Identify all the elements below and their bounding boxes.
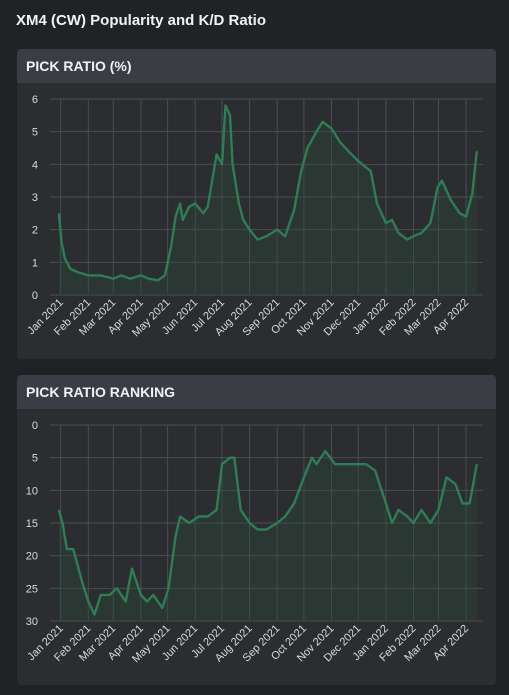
y-tick-label: 15 (26, 518, 38, 530)
y-tick-label: 2 (32, 225, 38, 237)
panel-title: PICK RATIO (%) (17, 49, 496, 83)
series-line (57, 449, 478, 616)
y-tick-label: 3 (32, 192, 38, 204)
y-tick-label: 4 (32, 159, 38, 171)
pick-ratio-ranking-panel: PICK RATIO RANKING 0 5 10 15 20 25 30 Jan 2021 F… (17, 375, 496, 685)
y-tick-label: 0 (32, 420, 38, 432)
panel-title: PICK RATIO RANKING (17, 375, 496, 409)
y-tick-label: 1 (32, 257, 38, 269)
y-tick-label: 5 (32, 127, 38, 139)
series-line (57, 104, 478, 282)
y-tick-label: 30 (26, 616, 38, 628)
y-tick-label: 5 (32, 453, 38, 465)
y-tick-label: 10 (26, 485, 38, 497)
series-area (58, 451, 477, 621)
pick-ratio-panel: PICK RATIO (%) 0 1 2 3 4 5 6 Jan 2021 Feb 2021 Ma… (17, 49, 496, 359)
y-tick-label: 0 (32, 290, 38, 302)
y-tick-label: 25 (26, 583, 38, 595)
y-tick-label: 6 (32, 94, 38, 106)
grid-lines (50, 98, 483, 296)
y-tick-label: 20 (26, 551, 38, 563)
page-title: XM4 (CW) Popularity and K/D Ratio (16, 12, 267, 29)
series-area (58, 105, 477, 295)
